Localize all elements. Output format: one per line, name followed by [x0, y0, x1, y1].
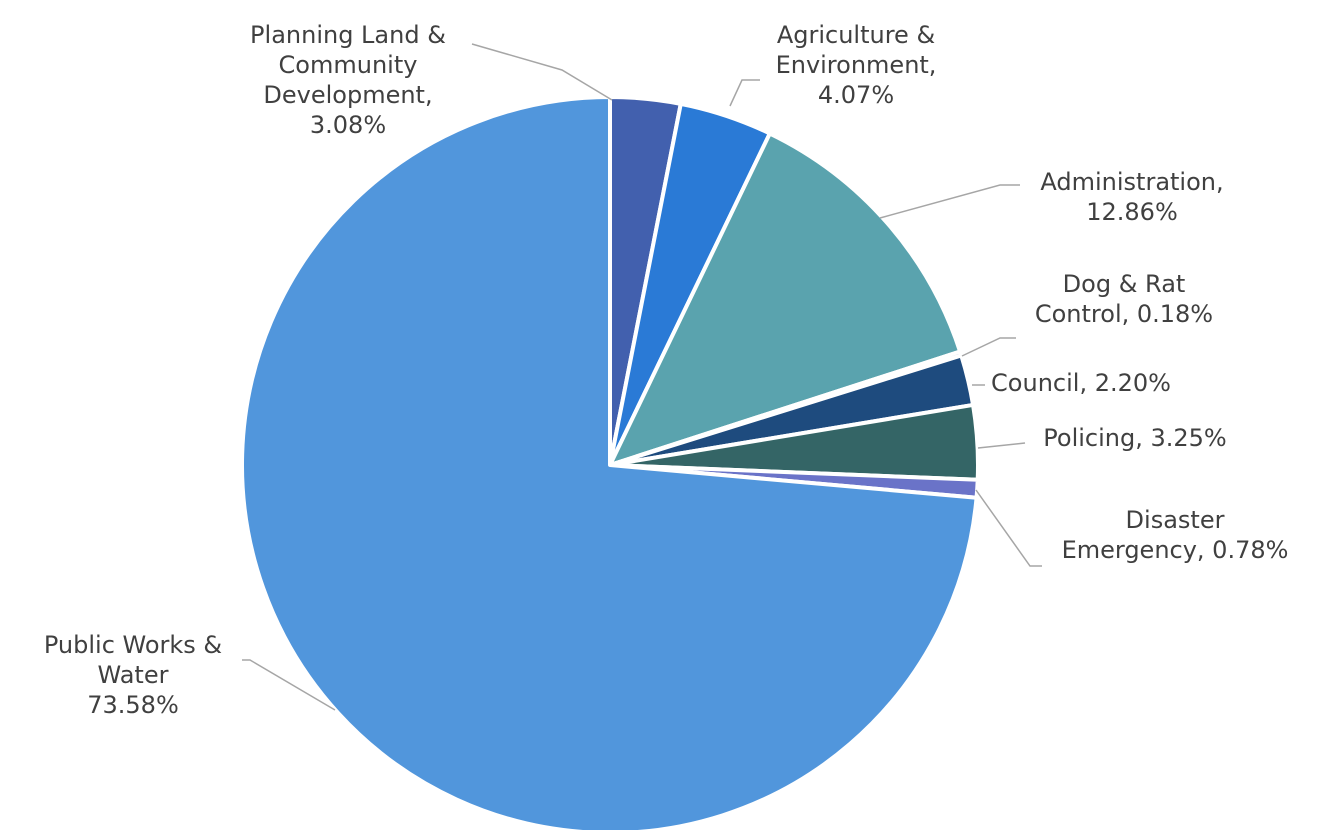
data-label-line: Disaster [1126, 506, 1225, 534]
data-label-line: Dog & Rat [1063, 270, 1186, 298]
data-label-line: 4.07% [818, 81, 894, 109]
data-label-line: Public Works & [44, 631, 222, 659]
data-label-line: Community [279, 51, 418, 79]
pie-slice-administration [608, 131, 963, 467]
data-label-disaster-emergency: Disaster Emergency, 0.78% [1062, 506, 1289, 564]
data-label-line: Emergency, 0.78% [1062, 536, 1289, 564]
leader-line-disaster-emergency [975, 489, 1042, 567]
data-label-dog-rat-control: Dog & Rat Control, 0.18% [1035, 270, 1213, 328]
data-label-line: Planning Land & [250, 21, 446, 49]
pie-slices [240, 95, 980, 830]
data-label-policing: Policing, 3.25% [1043, 424, 1226, 452]
data-label-council: Council, 2.20% [991, 369, 1171, 397]
data-labels: Planning Land & Community Development, 3.08… [44, 21, 1289, 719]
data-label-line: Environment, [776, 51, 937, 79]
pie-slice-public-works-water [240, 95, 979, 830]
data-label-planning-land-community-development: Planning Land & Community Development, 3.08… [250, 21, 446, 139]
data-label-line: 3.08% [310, 111, 386, 139]
data-label-line: 73.58% [87, 691, 179, 719]
data-label-agriculture-environment: Agriculture & Environment, 4.07% [776, 21, 937, 109]
leader-line-dog-rat-control [961, 337, 1016, 357]
data-label-administration: Administration, 12.86% [1040, 168, 1223, 226]
data-label-line: Policing, 3.25% [1043, 424, 1226, 452]
leader-line-public-works-water [242, 659, 336, 711]
data-label-line: Development, [263, 81, 432, 109]
data-label-line: Administration, [1040, 168, 1223, 196]
leader-line-policing [977, 442, 1026, 449]
data-label-line: Control, 0.18% [1035, 300, 1213, 328]
leader-line-administration [879, 184, 1020, 219]
leader-lines [242, 43, 1042, 711]
data-label-line: Water [98, 661, 169, 689]
data-label-line: 12.86% [1086, 198, 1178, 226]
data-label-line: Council, 2.20% [991, 369, 1171, 397]
leader-line-planning-land-community-development [471, 43, 613, 101]
data-label-public-works-water: Public Works & Water 73.58% [44, 631, 222, 719]
leader-line-agriculture-environment [729, 79, 760, 107]
data-label-line: Agriculture & [777, 21, 935, 49]
